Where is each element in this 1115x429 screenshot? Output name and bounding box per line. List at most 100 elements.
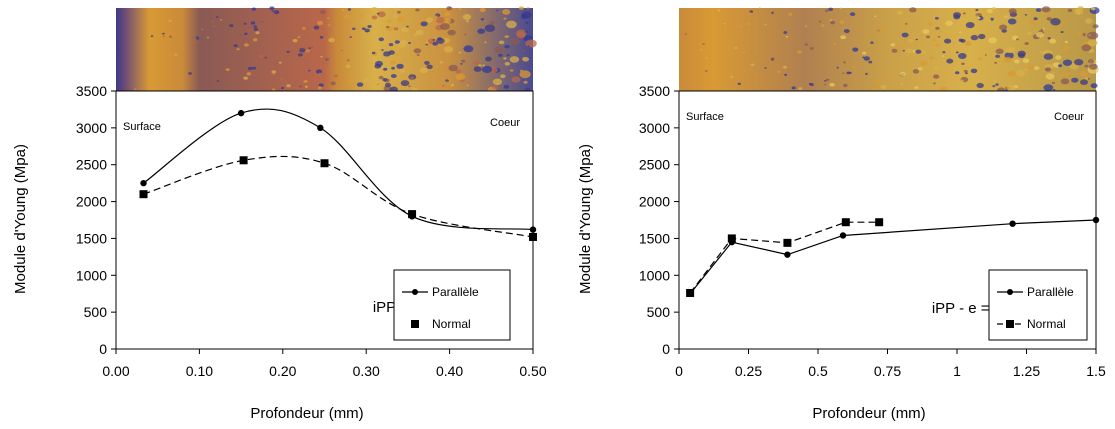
micrograph-grain	[378, 37, 384, 42]
micrograph-grain	[1074, 59, 1084, 66]
micrograph-grain	[229, 24, 234, 28]
micrograph-grain	[168, 19, 172, 22]
micrograph-grain	[1008, 47, 1016, 53]
micrograph-grain	[867, 44, 871, 47]
micrograph-grain	[723, 22, 726, 25]
data-point	[529, 232, 537, 241]
micrograph-grain	[700, 49, 703, 51]
micrograph-grain	[1029, 19, 1038, 26]
micrograph-grain	[933, 74, 940, 79]
y-axis-label: Module d'Young (Mpa)	[577, 144, 594, 294]
micrograph-grain	[1071, 77, 1079, 83]
micrograph-grain	[1090, 83, 1098, 89]
micrograph-grain	[458, 8, 462, 11]
micrograph-grain	[343, 14, 350, 19]
micrograph-grain	[435, 17, 445, 24]
legend: Parallèle Normal	[393, 269, 511, 341]
micrograph-grain	[250, 21, 256, 25]
micrograph-grain	[169, 35, 172, 38]
x-tick-label: 0.25	[735, 363, 762, 379]
micrograph-grain	[865, 72, 868, 75]
micrograph-grain	[1064, 40, 1068, 44]
micrograph-grain	[252, 66, 257, 70]
micrograph-grain	[441, 85, 445, 87]
micrograph-grain	[393, 7, 397, 10]
micrograph-grain	[371, 15, 378, 20]
micrograph-grain	[1046, 17, 1052, 21]
micrograph-grain	[410, 29, 415, 33]
micrograph-grain	[977, 57, 983, 61]
micrograph-grain	[836, 66, 839, 69]
micrograph-grain	[955, 71, 960, 75]
micrograph-grain	[1024, 14, 1028, 16]
micrograph-grain	[915, 49, 922, 54]
y-tick-label: 0	[662, 341, 670, 357]
micrograph-grain	[347, 8, 352, 11]
micrograph-grain	[525, 88, 530, 92]
micrograph-grain	[865, 33, 868, 36]
micrograph-grain	[424, 60, 430, 65]
micrograph-grain	[302, 27, 306, 30]
micrograph-grain	[782, 65, 787, 69]
legend-box	[988, 269, 1088, 341]
x-axis-label: Profondeur (mm)	[250, 405, 363, 422]
micrograph-grain	[970, 28, 976, 32]
micrograph-grain	[415, 8, 420, 12]
micrograph-grain	[1062, 59, 1073, 66]
micrograph-grain	[391, 66, 395, 70]
micrograph-grain	[962, 17, 971, 23]
micrograph-grain	[400, 80, 410, 87]
data-point	[529, 226, 537, 233]
legend-marker	[411, 320, 419, 328]
micrograph-grain	[1045, 73, 1055, 80]
micrograph-grain	[1043, 84, 1054, 91]
micrograph-grain	[137, 55, 141, 57]
micrograph-grain	[384, 82, 392, 88]
micrograph-grain	[327, 17, 330, 20]
micrograph-grain	[446, 6, 453, 11]
data-point	[408, 210, 417, 219]
micrograph-grain	[425, 43, 429, 46]
micrograph-grain	[962, 12, 966, 15]
micrograph-grain	[367, 51, 372, 55]
micrograph-grain	[912, 69, 920, 74]
micrograph-grain	[959, 31, 962, 34]
micrograph-grain	[1040, 28, 1044, 31]
micrograph-grain	[464, 33, 467, 36]
micrograph-grain	[511, 76, 521, 83]
micrograph-grain	[1087, 59, 1095, 64]
micrograph-grain	[347, 78, 354, 84]
micrograph-grain	[316, 69, 323, 74]
micrograph-grain	[374, 63, 382, 69]
micrograph-grain	[1085, 18, 1093, 24]
micrograph-grain	[705, 70, 708, 72]
micrograph-grain	[1034, 66, 1040, 70]
micrograph-grain	[852, 47, 859, 52]
y-tick-label: 0	[99, 341, 107, 357]
micrograph-grain	[1081, 44, 1092, 52]
micrograph-grain	[994, 61, 998, 64]
micrograph-grain	[1079, 70, 1088, 77]
legend-label: Parallèle	[1027, 285, 1074, 299]
micrograph-grain	[874, 79, 881, 84]
micrograph-grain	[843, 61, 847, 64]
micrograph-strip	[116, 6, 537, 93]
micrograph-grain	[963, 86, 967, 89]
x-tick-label: 0	[675, 363, 683, 379]
data-point	[320, 159, 329, 168]
micrograph-grain	[443, 46, 453, 53]
micrograph-grain	[818, 20, 822, 23]
micrograph-grain	[473, 66, 482, 72]
micrograph-grain	[891, 48, 898, 53]
micrograph-grain	[491, 57, 494, 59]
micrograph-grain	[900, 82, 904, 86]
y-tick-label: 3000	[76, 120, 107, 136]
micrograph-grain	[1089, 63, 1098, 70]
micrograph-grain	[908, 38, 914, 43]
micrograph-grain	[393, 14, 399, 19]
micrograph-grain	[503, 57, 507, 60]
micrograph-grain	[408, 85, 411, 88]
micrograph-grain	[317, 72, 324, 77]
micrograph-grain	[196, 37, 200, 40]
micrograph-grain	[862, 56, 865, 59]
